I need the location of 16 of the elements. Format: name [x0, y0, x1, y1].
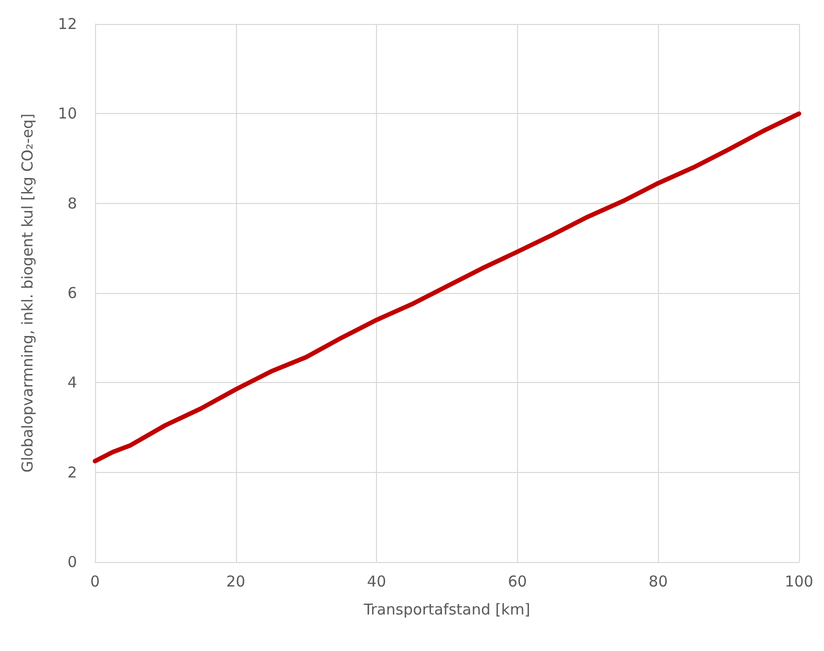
x-axis-title: Transportafstand [km] [362, 600, 530, 618]
y-tick-label: 6 [67, 284, 77, 302]
x-tick-label: 100 [784, 572, 814, 590]
y-tick-label: 2 [67, 463, 77, 482]
x-tick-label: 40 [367, 572, 386, 590]
y-tick-label: 4 [67, 374, 77, 392]
x-tick-label: 0 [90, 572, 100, 590]
y-tick-label: 12 [58, 15, 77, 33]
y-tick-label: 0 [67, 553, 77, 571]
y-tick-label: 10 [58, 104, 77, 123]
y-tick-label: 8 [67, 194, 77, 212]
y-axis-title: Globalopvarmning, inkl. biogent kul [kg CO₂-eq] [18, 113, 36, 473]
x-tick-label: 60 [508, 572, 527, 590]
x-tick-label: 80 [648, 572, 668, 590]
x-tick-label: 20 [226, 572, 246, 590]
line-series [92, 111, 802, 464]
